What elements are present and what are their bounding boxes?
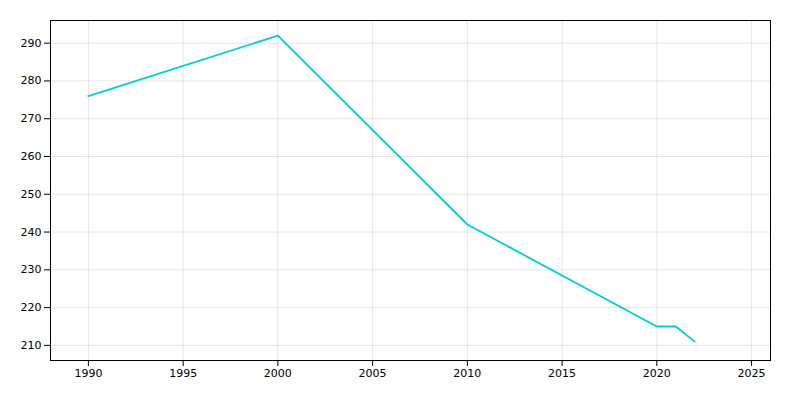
svg-text:1995: 1995 xyxy=(169,367,197,380)
svg-text:280: 280 xyxy=(21,74,42,87)
svg-text:260: 260 xyxy=(21,150,42,163)
svg-text:2025: 2025 xyxy=(738,367,766,380)
svg-text:2000: 2000 xyxy=(264,367,292,380)
svg-text:240: 240 xyxy=(21,226,42,239)
svg-text:230: 230 xyxy=(21,263,42,276)
svg-text:2015: 2015 xyxy=(548,367,576,380)
svg-text:220: 220 xyxy=(21,301,42,314)
svg-text:2010: 2010 xyxy=(453,367,481,380)
svg-text:290: 290 xyxy=(21,37,42,50)
svg-text:1990: 1990 xyxy=(74,367,102,380)
svg-text:270: 270 xyxy=(21,112,42,125)
svg-text:2020: 2020 xyxy=(643,367,671,380)
svg-text:2005: 2005 xyxy=(359,367,387,380)
svg-text:250: 250 xyxy=(21,188,42,201)
svg-text:210: 210 xyxy=(21,339,42,352)
